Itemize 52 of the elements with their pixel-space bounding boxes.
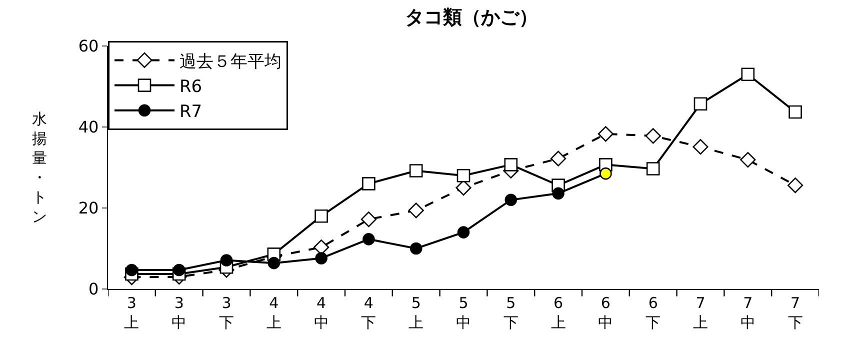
point [504, 158, 518, 172]
point [362, 233, 375, 246]
x-tick-label: 4 上 [266, 294, 282, 332]
x-tick-label: 7 下 [788, 294, 803, 332]
y-tick-label: 60 [78, 36, 99, 56]
point [504, 194, 518, 206]
x-tick-label: 7 上 [693, 294, 708, 332]
chart-title: タコ類（かご） [404, 6, 538, 29]
x-tick-label: 5 中 [456, 294, 471, 332]
x-tick-label: 5 下 [503, 294, 518, 332]
point [314, 209, 328, 223]
point [456, 168, 470, 182]
point [552, 187, 564, 200]
point [408, 202, 424, 218]
legend-label: 過去５年平均 [180, 52, 282, 72]
x-tick-label: 4 下 [361, 294, 376, 332]
x-tick-label: 6 中 [598, 294, 614, 332]
point [694, 97, 708, 111]
point [598, 126, 614, 142]
point [220, 254, 233, 266]
point [600, 167, 612, 180]
y-axis-title: 水揚量・トン [32, 110, 47, 226]
point [788, 105, 802, 119]
x-tick-label: 7 中 [740, 294, 756, 332]
x-tick-label: 6 下 [646, 294, 661, 332]
point [360, 212, 376, 228]
point [268, 256, 280, 270]
point [315, 252, 328, 264]
point [126, 264, 138, 276]
point [172, 264, 186, 276]
x-tick-label: 3 下 [219, 294, 234, 332]
point [740, 152, 756, 168]
y-tick-label: 0 [88, 280, 99, 299]
point [409, 164, 423, 178]
legend-label: R7 [180, 102, 202, 122]
y-tick-label: 40 [78, 118, 99, 137]
y-tick-label: 20 [78, 198, 99, 218]
point [457, 226, 470, 238]
point [788, 178, 804, 194]
x-tick-label: 3 上 [124, 294, 140, 332]
point [362, 177, 376, 190]
point [741, 68, 755, 81]
point [645, 128, 661, 144]
x-tick-label: 6 上 [550, 294, 566, 332]
point [646, 162, 660, 176]
legend-label: R6 [180, 76, 202, 97]
x-tick-label: 5 上 [408, 294, 424, 332]
point [692, 139, 708, 155]
x-tick-label: 4 中 [314, 294, 329, 332]
point [410, 242, 422, 255]
x-tick-label: 3 中 [172, 294, 187, 332]
point [550, 150, 566, 166]
